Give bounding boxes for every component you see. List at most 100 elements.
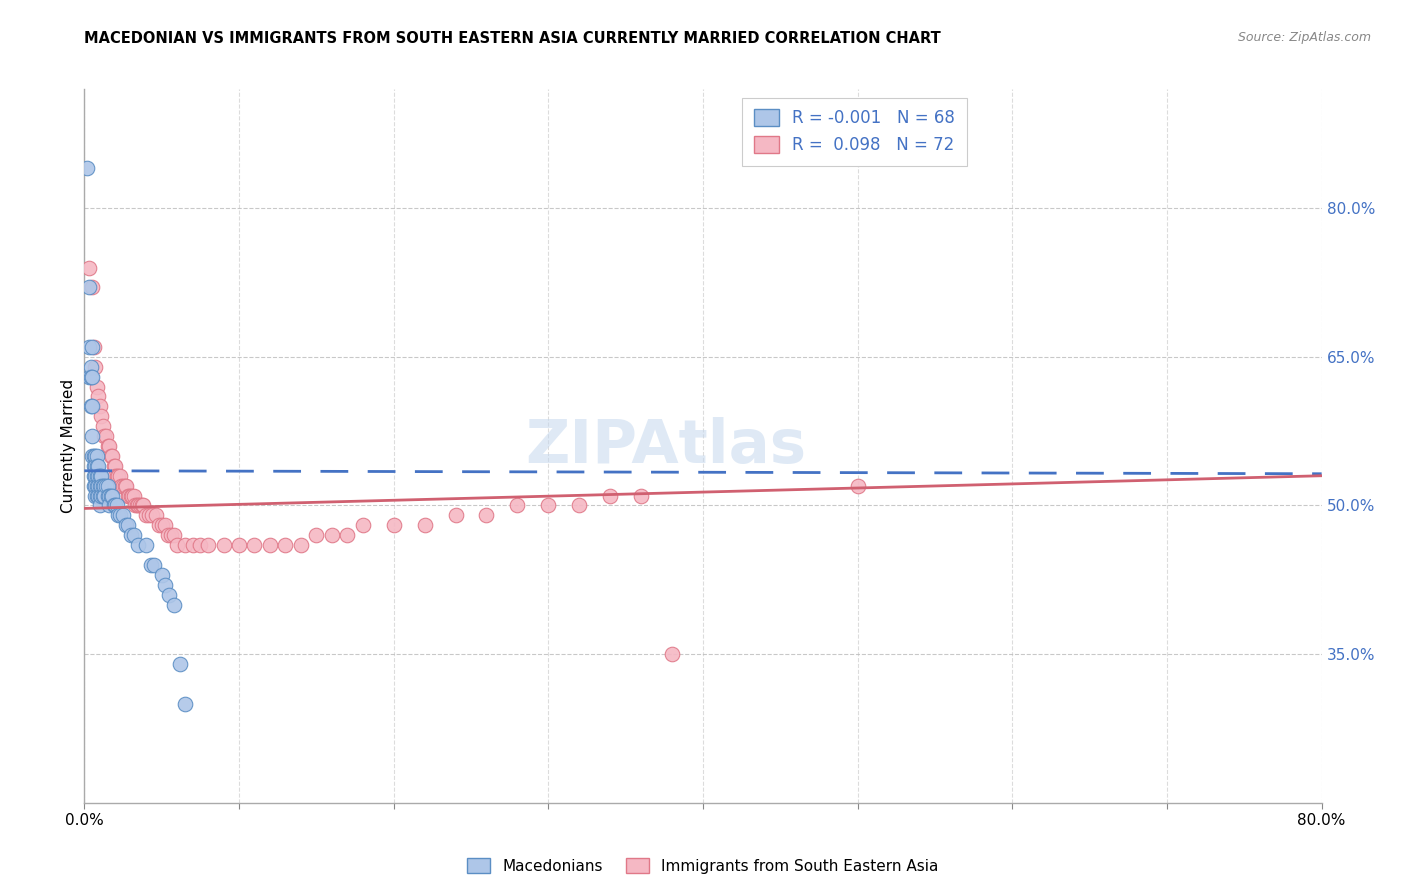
Point — [174, 538, 197, 552]
Point — [212, 538, 235, 552]
Point — [98, 489, 121, 503]
Point — [98, 499, 121, 513]
Point — [228, 538, 250, 552]
Point — [305, 528, 328, 542]
Point — [108, 508, 131, 523]
Point — [82, 340, 104, 354]
Point — [163, 598, 186, 612]
Point — [141, 508, 163, 523]
Point — [112, 508, 135, 523]
Point — [77, 340, 100, 354]
Point — [89, 499, 111, 513]
Point — [117, 518, 139, 533]
Point — [89, 468, 111, 483]
Point — [150, 567, 173, 582]
Point — [143, 558, 166, 572]
Point — [115, 478, 138, 492]
Legend: Macedonians, Immigrants from South Eastern Asia: Macedonians, Immigrants from South Easte… — [461, 852, 945, 880]
Point — [83, 340, 105, 354]
Point — [139, 558, 162, 572]
Point — [84, 489, 107, 503]
Point — [107, 468, 129, 483]
Point — [169, 657, 191, 671]
Point — [105, 468, 128, 483]
Point — [98, 439, 121, 453]
Point — [84, 359, 107, 374]
Point — [89, 400, 111, 414]
Point — [103, 458, 125, 473]
Point — [89, 489, 111, 503]
Point — [112, 478, 135, 492]
Point — [90, 478, 112, 492]
Point — [117, 489, 139, 503]
Point — [93, 429, 115, 443]
Point — [91, 489, 114, 503]
Point — [82, 400, 104, 414]
Point — [86, 489, 108, 503]
Point — [103, 499, 125, 513]
Point — [352, 518, 374, 533]
Point — [121, 489, 143, 503]
Point — [846, 478, 869, 492]
Point — [77, 369, 100, 384]
Point — [156, 528, 179, 542]
Text: MACEDONIAN VS IMMIGRANTS FROM SOUTH EASTERN ASIA CURRENTLY MARRIED CORRELATION C: MACEDONIAN VS IMMIGRANTS FROM SOUTH EAST… — [84, 31, 941, 46]
Point — [82, 280, 104, 294]
Point — [125, 499, 148, 513]
Point — [108, 468, 131, 483]
Point — [90, 468, 112, 483]
Point — [79, 400, 101, 414]
Point — [188, 538, 212, 552]
Point — [135, 538, 157, 552]
Point — [83, 468, 105, 483]
Point — [82, 449, 104, 463]
Point — [107, 508, 129, 523]
Point — [115, 518, 138, 533]
Text: ZIPAtlas: ZIPAtlas — [526, 417, 807, 475]
Point — [84, 449, 107, 463]
Point — [100, 489, 122, 503]
Point — [82, 369, 104, 384]
Point — [86, 379, 108, 393]
Point — [321, 528, 343, 542]
Point — [197, 538, 219, 552]
Point — [661, 647, 683, 661]
Point — [91, 419, 114, 434]
Point — [163, 528, 186, 542]
Point — [94, 478, 117, 492]
Point — [83, 449, 105, 463]
Point — [131, 499, 153, 513]
Point — [94, 429, 117, 443]
Point — [630, 489, 652, 503]
Point — [91, 478, 114, 492]
Point — [166, 538, 188, 552]
Point — [506, 499, 529, 513]
Point — [537, 499, 560, 513]
Point — [181, 538, 204, 552]
Point — [105, 499, 128, 513]
Point — [413, 518, 436, 533]
Point — [114, 478, 136, 492]
Point — [568, 499, 591, 513]
Point — [120, 528, 142, 542]
Point — [124, 499, 146, 513]
Point — [93, 489, 115, 503]
Point — [104, 499, 127, 513]
Text: Source: ZipAtlas.com: Source: ZipAtlas.com — [1237, 31, 1371, 45]
Point — [87, 478, 110, 492]
Point — [79, 369, 101, 384]
Point — [129, 499, 152, 513]
Point — [87, 468, 110, 483]
Point — [84, 478, 107, 492]
Point — [290, 538, 312, 552]
Point — [444, 508, 467, 523]
Point — [87, 489, 110, 503]
Point — [84, 468, 107, 483]
Point — [128, 538, 150, 552]
Point — [475, 508, 498, 523]
Point — [135, 508, 157, 523]
Point — [132, 499, 155, 513]
Point — [77, 280, 100, 294]
Point — [122, 489, 145, 503]
Point — [274, 538, 297, 552]
